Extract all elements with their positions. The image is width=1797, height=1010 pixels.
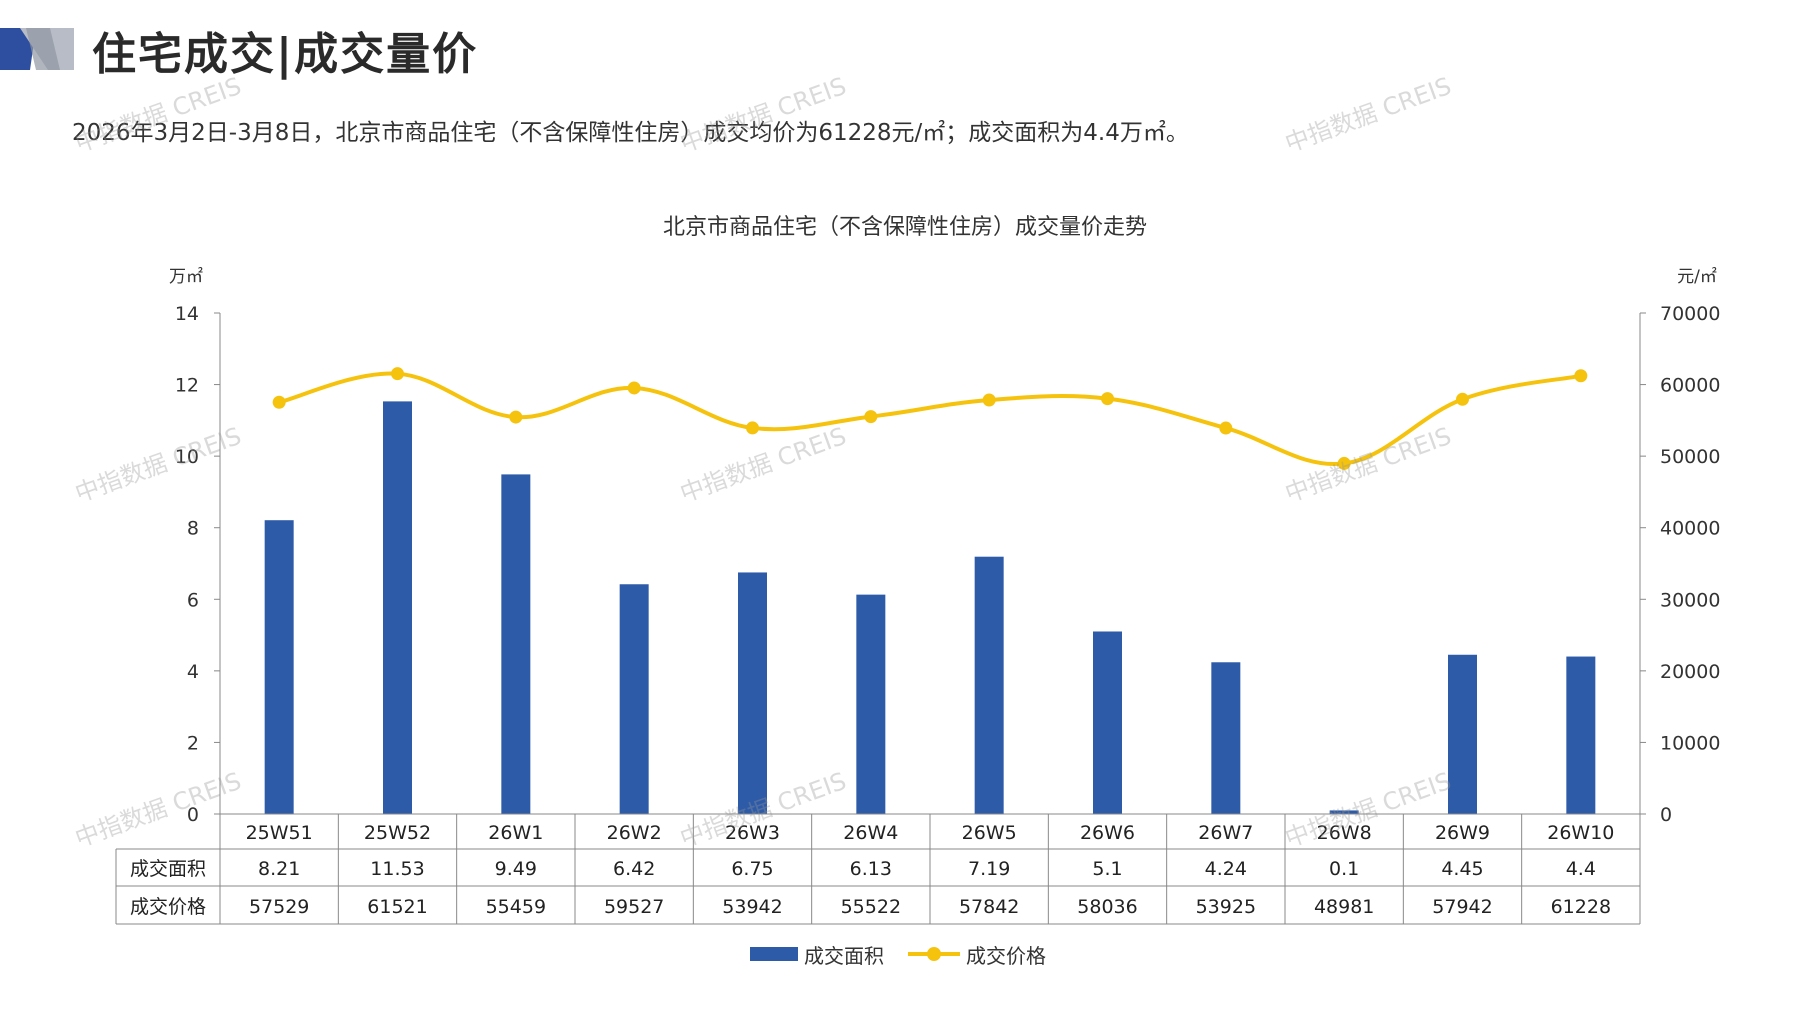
price-point-25W51 (272, 395, 286, 409)
x-tick-label: 26W8 (1317, 822, 1372, 844)
bar-26W9 (1448, 654, 1477, 814)
table-row-header-price: 成交价格 (130, 896, 206, 918)
y-right-tick-label: 20000 (1660, 661, 1720, 683)
bar-26W5 (974, 556, 1004, 814)
x-tick-label: 26W5 (962, 822, 1017, 844)
y-left-tick-label: 14 (175, 303, 199, 325)
y-right-tick-label: 50000 (1660, 446, 1720, 468)
table-cell-area-26W6: 5.1 (1092, 858, 1122, 880)
y-right-tick-label: 10000 (1660, 732, 1720, 754)
chart-legend: 成交面积 成交价格 (750, 940, 1046, 968)
y-left-tick-label: 2 (187, 732, 199, 754)
y-left-tick-label: 0 (187, 804, 199, 826)
table-cell-area-26W8: 0.1 (1329, 858, 1359, 880)
x-tick-label: 25W51 (246, 822, 313, 844)
price-point-26W7 (1219, 421, 1233, 435)
table-cell-price-26W10: 61228 (1551, 896, 1611, 918)
price-point-25W52 (391, 367, 404, 381)
bar-26W3 (738, 572, 767, 814)
bar-25W52 (383, 401, 412, 814)
legend-line-swatch (908, 947, 960, 961)
price-point-26W6 (1101, 392, 1114, 406)
table-cell-price-25W52: 61521 (367, 896, 427, 918)
y-right-tick-label: 0 (1660, 804, 1672, 826)
table-cell-area-26W7: 4.24 (1205, 858, 1247, 880)
bar-26W6 (1093, 631, 1122, 814)
y-right-tick-label: 70000 (1660, 303, 1720, 325)
table-cell-area-26W3: 6.75 (731, 858, 773, 880)
price-point-26W2 (627, 381, 641, 395)
table-cell-price-26W7: 53925 (1196, 896, 1256, 918)
price-point-26W8 (1337, 456, 1351, 470)
bar-26W1 (501, 474, 531, 814)
page-title: 住宅成交|成交量价 (92, 29, 479, 80)
table-cell-price-26W6: 58036 (1077, 896, 1137, 918)
x-tick-label: 26W4 (843, 822, 898, 844)
table-cell-price-26W2: 59527 (604, 896, 664, 918)
table-cell-price-26W1: 55459 (486, 896, 546, 918)
y-right-tick-label: 40000 (1660, 518, 1720, 540)
y-left-unit-label: 万㎡ (169, 267, 203, 287)
y-left-tick-label: 4 (187, 661, 199, 683)
x-tick-label: 26W7 (1198, 822, 1253, 844)
table-cell-price-26W4: 55522 (841, 896, 901, 918)
y-right-tick-label: 60000 (1660, 375, 1720, 397)
x-tick-label: 26W10 (1547, 822, 1614, 844)
y-left-tick-label: 12 (175, 375, 199, 397)
table-cell-area-26W2: 6.42 (613, 858, 655, 880)
table-cell-price-25W51: 57529 (249, 896, 309, 918)
table-cell-area-25W51: 8.21 (258, 858, 300, 880)
bar-25W51 (264, 520, 294, 814)
legend-bar-swatch (750, 947, 798, 961)
price-point-26W10 (1574, 369, 1588, 383)
x-tick-label: 26W9 (1435, 822, 1490, 844)
price-point-26W9 (1456, 392, 1469, 406)
y-left-tick-label: 8 (187, 518, 199, 540)
x-tick-label: 26W2 (607, 822, 662, 844)
chart-title: 北京市商品住宅（不含保障性住房）成交量价走势 (663, 215, 1147, 240)
x-tick-label: 25W52 (364, 822, 431, 844)
table-cell-area-26W1: 9.49 (495, 858, 537, 880)
legend-line-label: 成交价格 (966, 943, 1046, 968)
table-cell-price-26W8: 48981 (1314, 896, 1374, 918)
price-point-26W5 (982, 393, 996, 407)
x-tick-label: 26W3 (725, 822, 780, 844)
price-point-26W1 (509, 410, 523, 424)
table-cell-price-26W3: 53942 (722, 896, 782, 918)
y-left-tick-label: 10 (175, 446, 199, 468)
table-cell-area-26W9: 4.45 (1441, 858, 1483, 880)
bar-26W2 (619, 584, 649, 814)
x-tick-label: 26W6 (1080, 822, 1135, 844)
legend-bar-label: 成交面积 (804, 943, 884, 968)
page-subtitle: 2026年3月2日-3月8日，北京市商品住宅（不含保障性住房）成交均价为6122… (72, 120, 1189, 146)
bar-26W4 (856, 594, 886, 814)
x-tick-label: 26W1 (488, 822, 543, 844)
table-row-header-area: 成交面积 (130, 858, 206, 880)
price-point-26W3 (746, 421, 759, 435)
table-cell-price-26W5: 57842 (959, 896, 1019, 918)
header-logo-mark (0, 28, 74, 70)
y-right-tick-label: 30000 (1660, 589, 1720, 611)
bar-26W7 (1211, 662, 1241, 814)
price-point-26W4 (864, 410, 878, 424)
table-cell-area-26W5: 7.19 (968, 858, 1010, 880)
y-left-tick-label: 6 (187, 589, 199, 611)
table-cell-area-26W10: 4.4 (1566, 858, 1596, 880)
price-line (278, 371, 1582, 467)
bar-26W8 (1329, 810, 1359, 814)
table-cell-area-26W4: 6.13 (850, 858, 892, 880)
table-cell-price-26W9: 57942 (1432, 896, 1492, 918)
table-cell-area-25W52: 11.53 (370, 858, 424, 880)
y-right-unit-label: 元/㎡ (1677, 267, 1717, 287)
bar-26W10 (1566, 656, 1596, 814)
